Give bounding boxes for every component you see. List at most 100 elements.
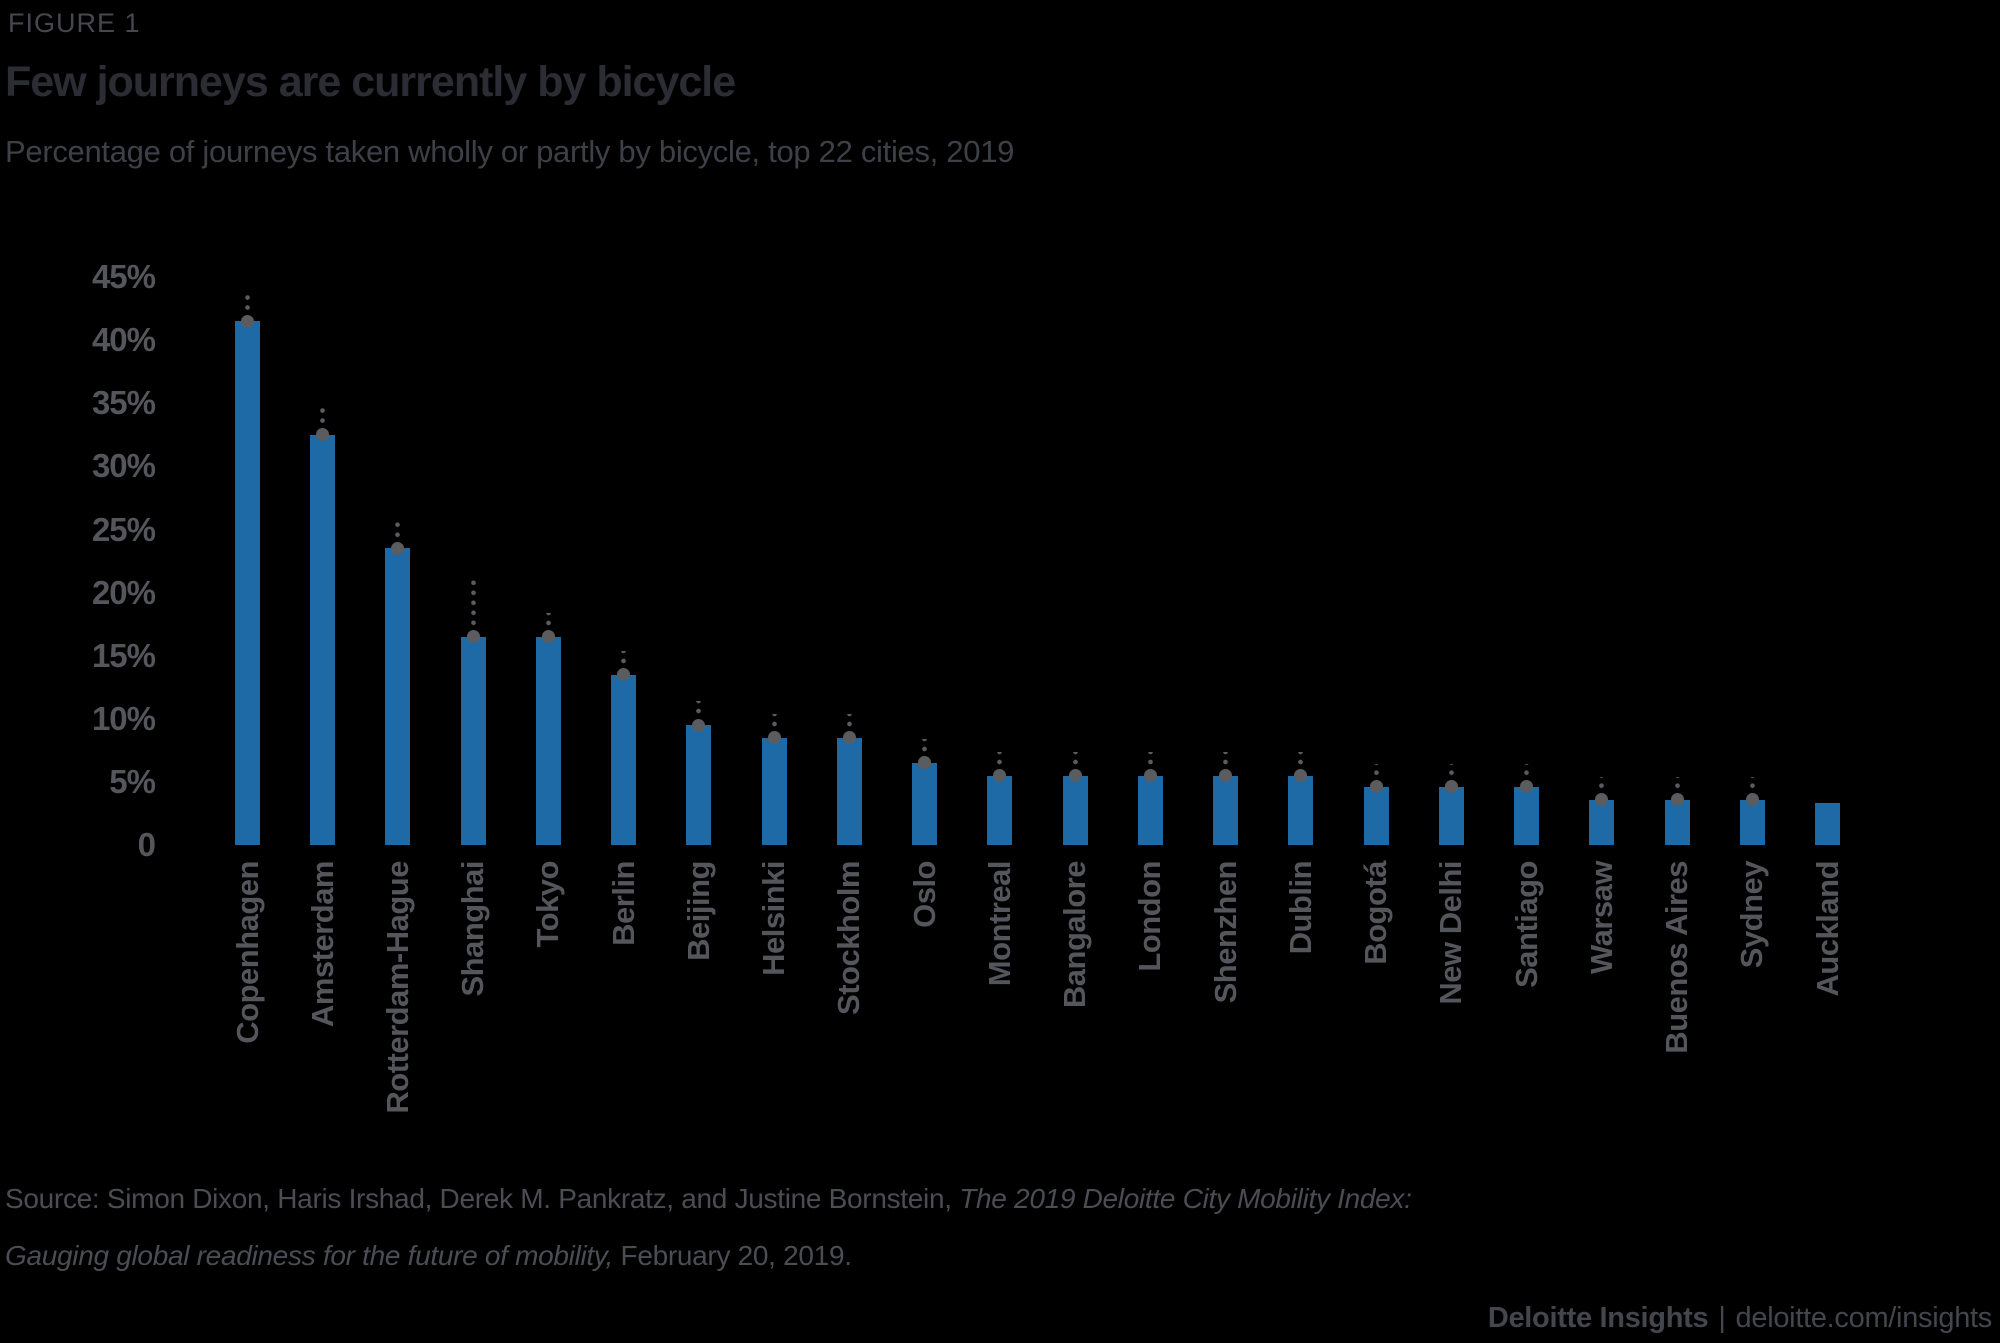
bar: [460, 636, 486, 845]
bar: [611, 674, 637, 845]
bar-top-marker-dot: [541, 630, 555, 644]
x-axis-label: Rotterdam-Hague: [379, 861, 415, 1114]
y-axis-tick-label: 35%: [91, 384, 156, 422]
bar-top-marker-dot: [842, 731, 856, 745]
figure-label: FIGURE 1: [8, 8, 141, 38]
y-axis-tick-label: 5%: [109, 762, 156, 800]
source-date: February 20, 2019.: [613, 1240, 853, 1271]
bar: [1137, 775, 1163, 845]
dotted-projection-line: [470, 579, 476, 628]
dotted-projection-line: [997, 751, 1003, 767]
bar: [1664, 799, 1690, 845]
x-axis-label: New Delhi: [1433, 861, 1469, 1005]
x-axis-label: Helsinki: [756, 861, 792, 976]
x-axis-label: Tokyo: [530, 861, 566, 948]
x-axis-label: Beijing: [680, 861, 716, 961]
bar: [912, 762, 938, 845]
y-axis-tick-label: 40%: [91, 321, 156, 359]
x-axis-label: Shenzhen: [1207, 861, 1243, 1004]
bar: [1213, 775, 1239, 845]
chart-subtitle: Percentage of journeys taken wholly or p…: [5, 134, 1015, 169]
bar: [1739, 799, 1765, 845]
footer-brand: Deloitte Insights: [1487, 1302, 1709, 1334]
dotted-projection-line: [1072, 751, 1078, 767]
bar-top-marker-dot: [391, 541, 405, 555]
x-axis-label: Bangalore: [1057, 861, 1093, 1009]
x-axis-label: Sydney: [1734, 861, 1770, 969]
bar-top-marker-dot: [617, 668, 631, 682]
dotted-projection-line: [320, 403, 326, 426]
dotted-projection-line: [771, 713, 777, 729]
bar: [1514, 786, 1540, 845]
bar-top-marker-dot: [1520, 780, 1534, 794]
dotted-projection-line: [245, 289, 250, 313]
bar: [235, 321, 260, 845]
bar-top-marker-dot: [1444, 780, 1458, 794]
x-axis-label: Shanghai: [455, 861, 491, 997]
bar-top-marker-dot: [1670, 793, 1684, 807]
bar: [761, 737, 787, 845]
x-axis-label: Oslo: [906, 861, 942, 928]
bar: [1062, 775, 1088, 845]
bar: [987, 775, 1013, 845]
bar: [1288, 775, 1314, 845]
footer-separator: |: [1718, 1302, 1726, 1334]
bar: [836, 737, 862, 845]
x-axis-label: Amsterdam: [304, 861, 340, 1028]
x-axis-label: Bogotá: [1358, 861, 1394, 965]
bar: [1589, 799, 1615, 845]
y-axis-tick-label: 10%: [91, 699, 156, 737]
x-axis-label: London: [1132, 861, 1168, 972]
bar-top-marker-dot: [1143, 769, 1157, 783]
y-axis-tick-label: 30%: [91, 447, 156, 485]
bar: [385, 548, 411, 845]
dotted-projection-line: [1674, 776, 1680, 791]
x-axis-label: Auckland: [1809, 861, 1845, 997]
dotted-projection-line: [846, 713, 852, 729]
bar: [310, 434, 336, 845]
source-line-2: Gauging global readiness for the future …: [5, 1240, 852, 1272]
x-axis-label: Warsaw: [1583, 861, 1619, 975]
y-axis-tick-label: 20%: [91, 573, 156, 611]
x-axis-label: Copenhagen: [229, 861, 265, 1044]
y-axis-tick-label: 25%: [91, 510, 156, 548]
x-axis-label: Berlin: [605, 861, 641, 946]
dotted-projection-line: [922, 738, 928, 754]
footer-site-url: deloitte.com/insights: [1735, 1302, 1993, 1334]
source-text-regular: Source: Simon Dixon, Haris Irshad, Derek…: [5, 1183, 960, 1214]
dotted-projection-line: [1524, 764, 1530, 778]
bar: [1363, 786, 1389, 845]
footer: Deloitte Insights | deloitte.com/insights: [1488, 1302, 1992, 1335]
dotted-projection-line: [1599, 776, 1605, 791]
bar-top-marker-dot: [1219, 769, 1233, 783]
bar-top-marker-dot: [767, 731, 781, 745]
chart-title: Few journeys are currently by bicycle: [5, 58, 736, 106]
bar-top-marker-dot: [466, 630, 480, 644]
bar-top-marker-dot: [1068, 769, 1082, 783]
dotted-projection-line: [1373, 764, 1379, 778]
x-axis-label: Montreal: [981, 861, 1017, 987]
bar: [1815, 803, 1841, 845]
dotted-projection-line: [1298, 751, 1304, 767]
x-axis-label: Buenos Aires: [1659, 861, 1695, 1054]
x-axis-label: Stockholm: [831, 861, 867, 1015]
bar-top-marker-dot: [241, 314, 254, 328]
dotted-projection-line: [395, 520, 401, 540]
bar-top-marker-dot: [918, 756, 932, 770]
x-axis-label: Dublin: [1282, 861, 1318, 955]
y-axis-tick-label: 15%: [91, 636, 156, 674]
dotted-projection-line: [1147, 751, 1153, 767]
bar-top-marker-dot: [316, 428, 330, 442]
source-title-italic: The 2019 Deloitte City Mobility Index:: [959, 1183, 1412, 1214]
y-axis-tick-label: 45%: [91, 258, 156, 296]
bar-top-marker-dot: [1369, 780, 1383, 794]
y-axis-tick-label: 0: [137, 826, 156, 863]
bar-top-marker-dot: [1595, 793, 1609, 807]
source-title-italic-cont: Gauging global readiness for the future …: [5, 1240, 614, 1271]
dotted-projection-line: [545, 612, 551, 628]
dotted-projection-line: [1448, 764, 1454, 778]
bar-top-marker-dot: [1745, 793, 1759, 807]
bar: [686, 725, 712, 845]
